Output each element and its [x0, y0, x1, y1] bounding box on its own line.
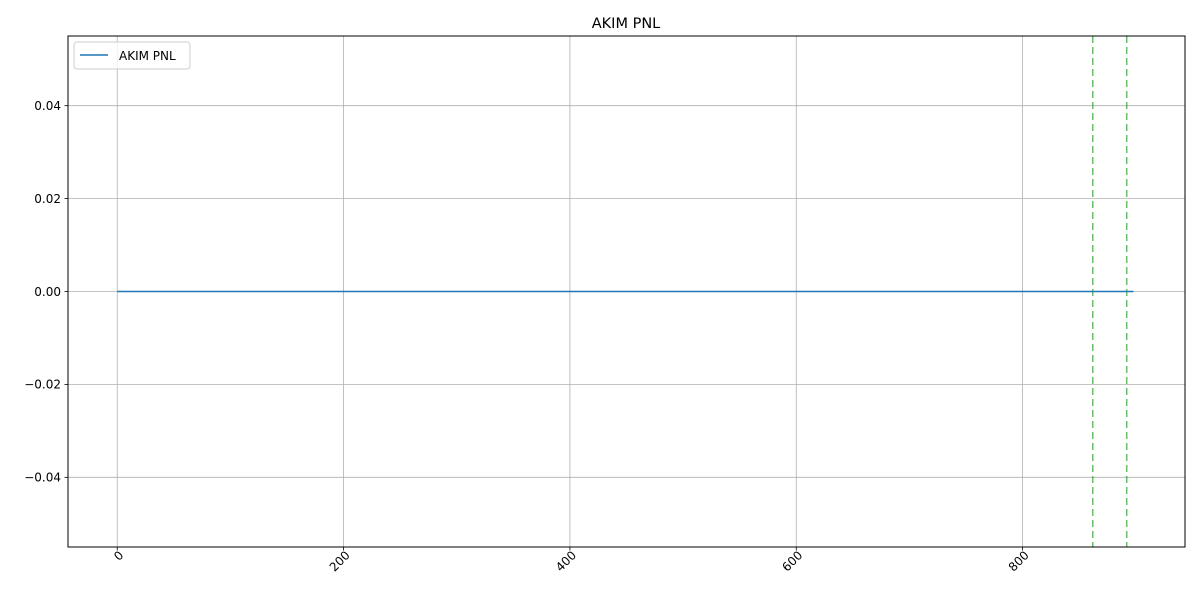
- legend-box: [73, 41, 191, 70]
- y-tick-label: −0.04: [24, 471, 61, 485]
- legend-label-akim-pnl: AKIM PNL: [119, 49, 176, 63]
- chart-title: AKIM PNL: [592, 16, 661, 32]
- y-axis-ticks: −0.04 −0.02 0.00 0.02 0.04: [24, 99, 68, 485]
- y-tick-label: −0.02: [24, 378, 61, 392]
- y-tick-label: 0.04: [34, 99, 61, 113]
- x-axis-ticks: 0 200 400 600 800: [111, 547, 1032, 574]
- x-tick-label: 200: [327, 548, 353, 574]
- legend: AKIM PNL: [73, 41, 191, 70]
- x-tick-label: 800: [1006, 548, 1032, 574]
- y-tick-label: 0.00: [34, 285, 61, 299]
- x-tick-label: 0: [111, 548, 126, 563]
- x-tick-label: 400: [553, 548, 579, 574]
- y-tick-label: 0.02: [34, 192, 61, 206]
- x-tick-label: 600: [779, 548, 805, 574]
